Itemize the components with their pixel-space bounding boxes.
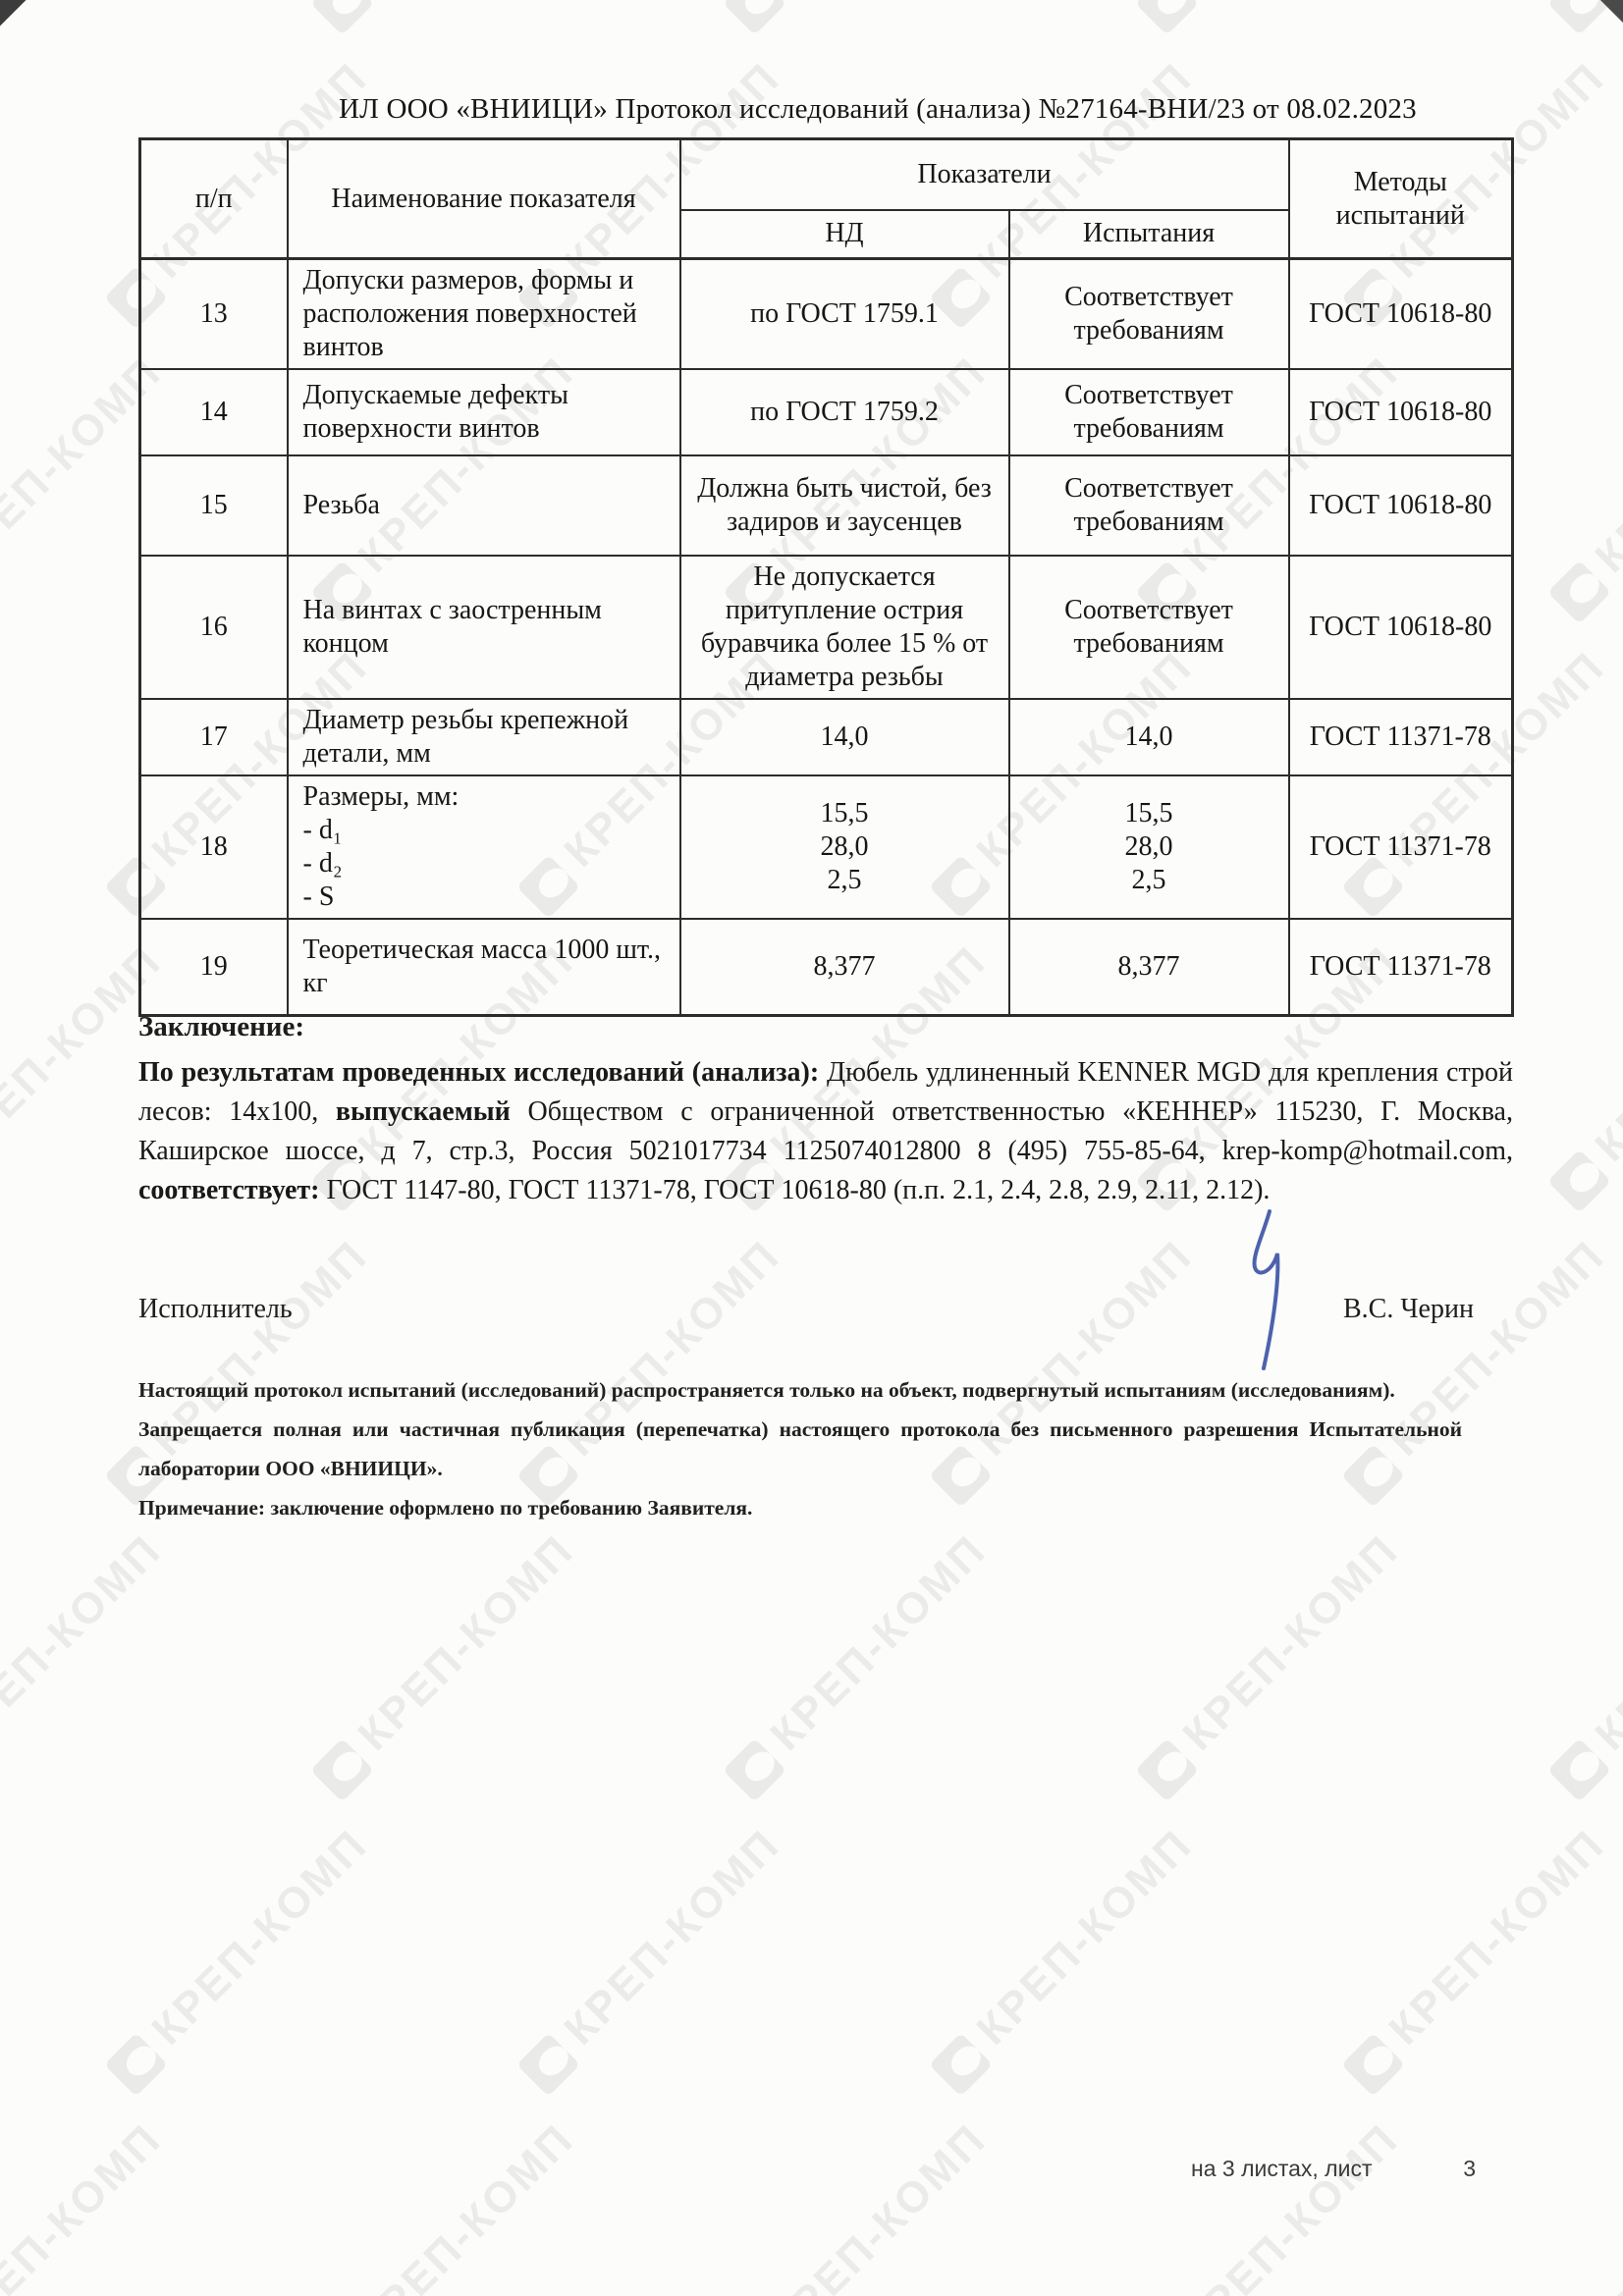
conclusion-section: Заключение: По результатам проведенных и… xyxy=(138,1011,1513,1210)
cell-nd: Должна быть чистой, без задиров и заусен… xyxy=(678,454,1010,557)
size-value: 28,0 xyxy=(1124,831,1173,862)
cell-name: Размеры, мм: - d₁ - d₂ - S xyxy=(286,774,681,920)
size-value: 2,5 xyxy=(1131,865,1166,895)
results-table: п/п Наименование показателя Показатели М… xyxy=(138,137,1514,1017)
document-title: ИЛ ООО «ВНИИЦИ» Протокол исследований (а… xyxy=(339,93,1417,125)
page-footer: на 3 листах, лист 3 xyxy=(1191,2156,1476,2182)
conclusion-seg: Дюбель удлиненный KENNER MGD для креплен… xyxy=(138,1057,1514,1127)
header-num: п/п xyxy=(138,137,289,260)
size-value: 15,5 xyxy=(1124,798,1173,828)
conclusion-seg: Обществом с ограниченной ответственность… xyxy=(138,1096,1513,1166)
cell-method: ГОСТ 11371-78 xyxy=(1287,698,1514,776)
conclusion-seg: ГОСТ 1147-80, ГОСТ 11371-78, ГОСТ 10618-… xyxy=(319,1175,1271,1205)
cell-nd: по ГОСТ 1759.1 xyxy=(678,257,1010,370)
cell-name: Резьба xyxy=(286,454,681,557)
cell-name: На винтах с заостренным концом xyxy=(286,555,681,700)
size-value: 2,5 xyxy=(827,865,862,895)
cell-name: Допускаемые дефекты поверхности винтов xyxy=(286,368,681,456)
cell-test: Соответствует требованиям xyxy=(1007,257,1290,370)
cell-num: 19 xyxy=(138,918,289,1016)
cell-test: 8,377 xyxy=(1007,918,1290,1016)
table-row: 19 Теоретическая масса 1000 шт., кг 8,37… xyxy=(138,918,1514,1016)
executor-name: В.С. Черин xyxy=(1343,1294,1474,1324)
cell-num: 17 xyxy=(138,698,289,776)
table-row: 18 Размеры, мм: - d₁ - d₂ - S 15,5 28,0 … xyxy=(138,774,1514,920)
cell-num: 18 xyxy=(138,774,289,920)
cell-nd: 8,377 xyxy=(678,918,1010,1016)
cell-method: ГОСТ 11371-78 xyxy=(1287,774,1514,920)
table-row: 17 Диаметр резьбы крепежной детали, мм 1… xyxy=(138,698,1514,776)
size-line: Размеры, мм: xyxy=(302,781,460,812)
cell-num: 13 xyxy=(138,257,289,370)
table-row: 16 На винтах с заостренным концом Не доп… xyxy=(138,555,1514,700)
table-row: 15 Резьба Должна быть чистой, без задиро… xyxy=(138,454,1514,557)
cell-name: Диаметр резьбы крепежной детали, мм xyxy=(286,698,681,776)
footnote: Настоящий протокол испытаний (исследован… xyxy=(138,1378,1395,1402)
size-line: - S xyxy=(302,881,335,912)
size-value: 15,5 xyxy=(820,798,869,828)
cell-nd: Не допускается притупление острия буравч… xyxy=(678,555,1010,700)
table-row: 14 Допускаемые дефекты поверхности винто… xyxy=(138,368,1514,456)
page-number: 3 xyxy=(1463,2156,1476,2181)
cell-test: 14,0 xyxy=(1007,698,1290,776)
table-row: 13 Допуски размеров, формы и расположени… xyxy=(138,257,1514,370)
cell-num: 16 xyxy=(138,555,289,700)
conclusion-text: По результатам проведенных исследований … xyxy=(138,1053,1513,1210)
header-methods: Методы испытаний xyxy=(1287,137,1514,260)
header-name: Наименование показателя xyxy=(286,137,681,260)
signature xyxy=(1252,1209,1280,1370)
cell-nd: 14,0 xyxy=(678,698,1010,776)
sheets-label: на 3 листах, лист xyxy=(1191,2156,1373,2181)
cell-method: ГОСТ 10618-80 xyxy=(1287,555,1514,700)
header-indicators-group: Показатели xyxy=(678,137,1290,211)
footnote: Примечание: заключение оформлено по треб… xyxy=(138,1496,753,1520)
conclusion-seg: По результатам проведенных исследований … xyxy=(138,1057,820,1088)
executor-label: Исполнитель xyxy=(138,1294,293,1324)
cell-test: Соответствует требованиям xyxy=(1007,555,1290,700)
cell-name: Допуски размеров, формы и расположения п… xyxy=(286,257,681,370)
cell-method: ГОСТ 10618-80 xyxy=(1287,368,1514,456)
conclusion-seg: соответствует: xyxy=(138,1175,320,1205)
header-test: Испытания xyxy=(1007,208,1290,260)
size-line: - d₁ xyxy=(302,815,343,845)
cell-method: ГОСТ 10618-80 xyxy=(1287,257,1514,370)
cell-num: 15 xyxy=(138,454,289,557)
footnote: Запрещается полная или частичная публика… xyxy=(138,1417,1462,1480)
footnotes: Настоящий протокол испытаний (исследован… xyxy=(138,1370,1462,1527)
size-line: - d₂ xyxy=(302,848,343,879)
conclusion-seg: выпускаемый xyxy=(335,1096,511,1127)
cell-num: 14 xyxy=(138,368,289,456)
cell-nd: по ГОСТ 1759.2 xyxy=(678,368,1010,456)
cell-method: ГОСТ 11371-78 xyxy=(1287,918,1514,1016)
cell-test: Соответствует требованиям xyxy=(1007,368,1290,456)
size-value: 28,0 xyxy=(820,831,869,862)
cell-test: 15,5 28,0 2,5 xyxy=(1007,774,1290,920)
header-nd: НД xyxy=(678,208,1010,260)
conclusion-heading: Заключение: xyxy=(138,1011,305,1042)
cell-name: Теоретическая масса 1000 шт., кг xyxy=(286,918,681,1016)
cell-test: Соответствует требованиям xyxy=(1007,454,1290,557)
cell-nd: 15,5 28,0 2,5 xyxy=(678,774,1010,920)
cell-method: ГОСТ 10618-80 xyxy=(1287,454,1514,557)
